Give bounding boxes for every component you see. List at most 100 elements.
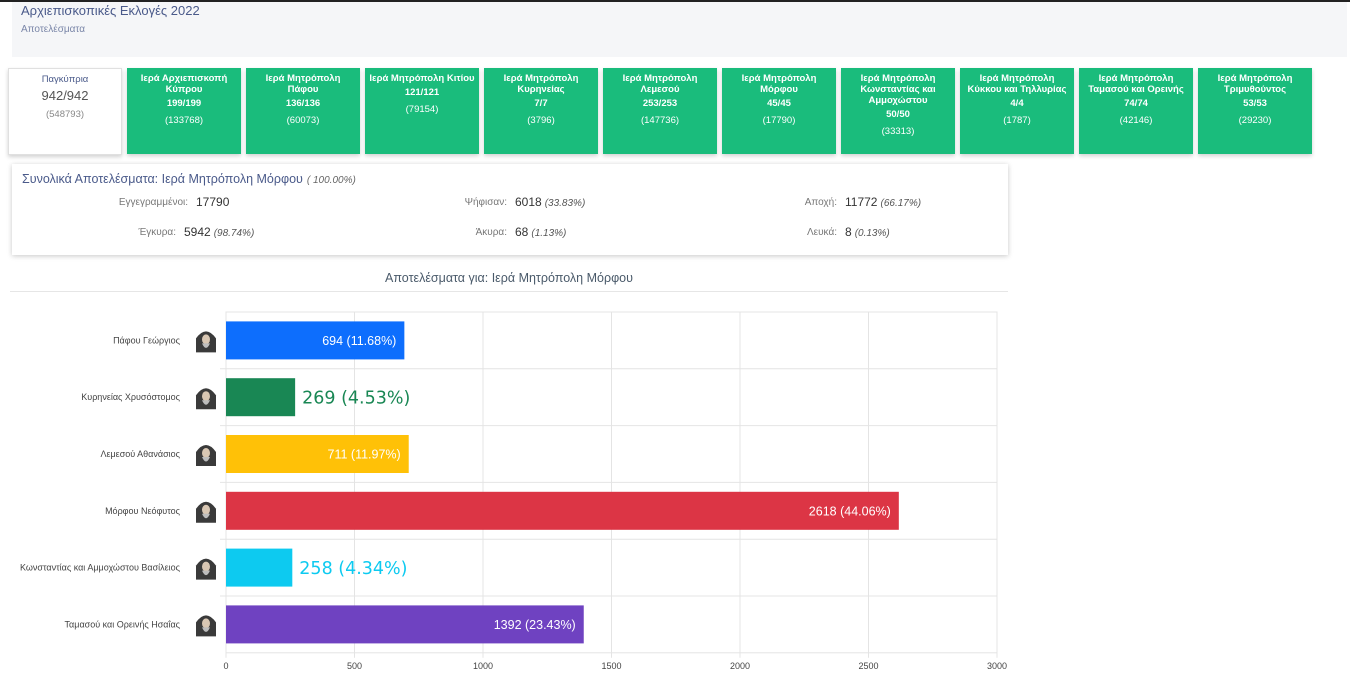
result-bar (226, 378, 296, 417)
summary-title-pct: ( 100.00%) (306, 175, 356, 186)
tile-name: Ιερά Μητρόπολη Ταμασού και Ορεινής (1088, 73, 1184, 95)
tile-voters: (1787) (1003, 115, 1031, 126)
candidate-name: Ταμασού και Ορεινής Ησαΐας (65, 619, 181, 629)
tile-stations: 45/45 (767, 98, 791, 109)
tile-stations: 4/4 (1010, 98, 1024, 109)
candidate-portrait-icon (194, 328, 218, 353)
candidate-portrait-icon (194, 612, 218, 637)
result-bar (226, 491, 899, 530)
stat-invalid: Άκυρα: 68 (1.13%) (476, 225, 567, 239)
stat-valid: Έγκυρα: 5942 (98.74%) (138, 225, 255, 239)
tile-stations: 50/50 (886, 109, 910, 120)
x-tick-label: 0 (223, 661, 228, 671)
tile-stations: 136/136 (285, 98, 321, 109)
stat-valid-pct: (98.74%) (213, 228, 255, 239)
tile-voters: (29230) (1238, 115, 1272, 126)
tile-stations: 121/121 (404, 87, 440, 98)
stat-registered-value: 17790 (196, 195, 230, 209)
stat-registered-label: Εγγεγραμμένοι: (118, 197, 188, 208)
tile-name: Ιερά Μητρόπολη Μόρφου (741, 73, 817, 95)
tile-stations: 942/942 (41, 88, 89, 103)
chart-title: Αποτελέσματα για: Ιερά Μητρόπολη Μόρφου (385, 271, 633, 285)
x-tick-label: 2500 (858, 661, 878, 671)
summary-panel: Συνολικά Αποτελέσματα: Ιερά Μητρόπολη Μό… (12, 164, 1008, 255)
chart-divider (10, 291, 1008, 292)
tile-voters: (60073) (286, 115, 320, 126)
stat-registered: Εγγεγραμμένοι: 17790 (119, 195, 230, 209)
tile-stations: 74/74 (1124, 98, 1148, 109)
stat-abstention-label: Αποχή: (804, 197, 837, 208)
bar-value-label: 258 (4.34%) (299, 559, 407, 579)
tile-stations: 199/199 (166, 98, 202, 109)
tile-name: Ιερά Μητρόπολη Κύκκου και Τηλλυρίας (967, 73, 1067, 95)
bar-value-label: 269 (4.53%) (302, 389, 410, 409)
tile-name: Ιερά Μητρόπολη Κυρηνείας (503, 73, 579, 95)
result-bar (226, 548, 293, 587)
stat-blank-value: 8 (845, 225, 852, 239)
tile-name: Ιερά Μητρόπολη Κιτίου (369, 73, 475, 84)
x-tick-label: 2000 (730, 661, 750, 671)
candidate-name: Πάφου Γεώργιος (113, 335, 181, 345)
result-bar (226, 321, 405, 360)
bar-value-label: 2618 (44.06%) (809, 504, 891, 518)
candidate-portrait-icon (194, 555, 218, 580)
x-tick-label: 500 (347, 661, 362, 671)
stat-blank-pct: (0.13%) (854, 228, 890, 239)
diocese-tile[interactable]: Ιερά Μητρόπολη Τριμυθούντος 53/53 (29230) (1198, 68, 1312, 154)
candidate-portrait-icon (194, 385, 218, 410)
tile-voters: (147736) (640, 115, 680, 126)
diocese-tile[interactable]: Ιερά Μητρόπολη Πάφου 136/136 (60073) (246, 68, 360, 154)
diocese-tile[interactable]: Ιερά Μητρόπολη Κωνσταντίας και Αμμοχώστο… (841, 68, 955, 154)
results-bar-chart: 0 500 1000 1500 2000 2500 3000 Πάφου Γεώργιος 69… (20, 311, 1007, 671)
diocese-tile[interactable]: Ιερά Μητρόπολη Κύκκου και Τηλλυρίας 4/4 (1… (960, 68, 1074, 154)
summary-title-text: Συνολικά Αποτελέσματα: Ιερά Μητρόπολη Μό… (22, 172, 303, 186)
tile-voters: (133768) (164, 115, 204, 126)
top-border (0, 0, 1350, 2)
stat-blank: Λευκά: 8 (0.13%) (807, 225, 890, 239)
diocese-tile[interactable]: Ιερά Μητρόπολη Κιτίου 121/121 (79154) (365, 68, 479, 154)
x-tick-label: 1500 (601, 661, 621, 671)
stat-voted-pct: (33.83%) (544, 198, 586, 209)
diocese-tile[interactable]: Ιερά Αρχιεπισκοπή Κύπρου 199/199 (133768) (127, 68, 241, 154)
tile-voters: (548793) (45, 109, 85, 120)
stat-abstention: Αποχή: 11772 (66.17%) (805, 195, 922, 209)
x-tick-label: 3000 (987, 661, 1007, 671)
tile-name: Ιερά Μητρόπολη Κωνσταντίας και Αμμοχώστο… (860, 73, 936, 106)
tile-name: Ιερά Αρχιεπισκοπή Κύπρου (140, 73, 228, 95)
tile-name: Παγκύπρια (41, 74, 89, 85)
candidate-name: Κωνσταντίας και Αμμοχώστου Βασίλειος (20, 563, 181, 573)
tile-voters: (33313) (881, 126, 915, 137)
stat-invalid-pct: (1.13%) (531, 228, 567, 239)
candidate-name: Μόρφου Νεόφυτος (105, 506, 181, 516)
page-title: Αρχιεπισκοπικές Εκλογές 2022 (21, 3, 200, 18)
diocese-tile[interactable]: Ιερά Μητρόπολη Κυρηνείας 7/7 (3796) (484, 68, 598, 154)
x-tick-label: 1000 (473, 661, 493, 671)
stat-abstention-value: 11772 (845, 195, 878, 209)
tile-stations: 253/253 (642, 98, 678, 109)
tile-name: Ιερά Μητρόπολη Τριμυθούντος (1217, 73, 1293, 95)
stat-blank-label: Λευκά: (806, 227, 837, 238)
diocese-tile[interactable]: Ιερά Μητρόπολη Ταμασού και Ορεινής 74/74 (… (1079, 68, 1193, 154)
result-bar (226, 435, 409, 473)
result-bar (226, 605, 584, 644)
tile-voters: (3796) (527, 115, 555, 126)
tile-voters: (42146) (1119, 115, 1153, 126)
page-header: Αρχιεπισκοπικές Εκλογές 2022 Αποτελέσματ… (12, 2, 1347, 57)
bar-value-label: 711 (11.97%) (328, 448, 401, 462)
candidate-name: Κυρηνείας Χρυσόστομος (81, 392, 180, 402)
stat-valid-value: 5942 (184, 225, 211, 239)
tile-name: Ιερά Μητρόπολη Λεμεσού (622, 73, 698, 95)
bar-value-label: 1392 (23.43%) (494, 618, 576, 632)
stat-abstention-pct: (66.17%) (880, 198, 922, 209)
stat-invalid-value: 68 (515, 225, 529, 239)
tile-name: Ιερά Μητρόπολη Πάφου (265, 73, 341, 95)
stat-voted-value: 6018 (515, 195, 542, 209)
diocese-tile[interactable]: Ιερά Μητρόπολη Λεμεσού 253/253 (147736) (603, 68, 717, 154)
tile-stations: 7/7 (534, 98, 548, 109)
diocese-tile[interactable]: Ιερά Μητρόπολη Μόρφου 45/45 (17790) (722, 68, 836, 154)
candidate-portrait-icon (194, 442, 218, 466)
stat-voted: Ψήφισαν: 6018 (33.83%) (465, 195, 586, 209)
diocese-tile[interactable]: Παγκύπρια 942/942 (548793) (8, 68, 122, 155)
tile-stations: 53/53 (1243, 98, 1267, 109)
stat-valid-label: Έγκυρα: (138, 227, 176, 238)
